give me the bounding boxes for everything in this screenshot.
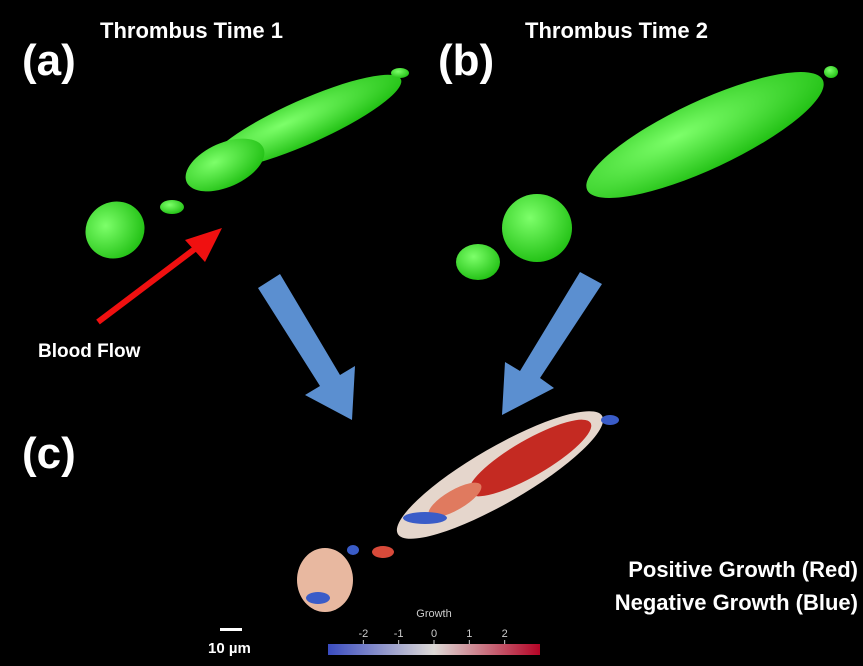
colorbar-title: Growth	[416, 608, 451, 620]
figure: (a) Thrombus Time 1 (b) Thrombus Time 2 …	[0, 0, 863, 666]
panel-title: Thrombus Time 2	[525, 18, 708, 43]
colorbar-tick-label: -2	[358, 628, 368, 640]
legend-text: Negative Growth (Blue)	[615, 590, 858, 615]
flow-label: Blood Flow	[38, 341, 141, 362]
panel-label: (a)	[22, 36, 76, 85]
scale-bar	[220, 628, 242, 631]
scale-label: 10 µm	[208, 640, 251, 657]
colorbar-tick-label: 2	[502, 628, 508, 640]
panel-label: (c)	[22, 429, 76, 478]
colorbar-tick-label: 0	[431, 628, 437, 640]
panel-label: (b)	[438, 36, 494, 85]
colorbar	[328, 644, 540, 655]
panel-title: Thrombus Time 1	[100, 18, 283, 43]
colorbar-tick-label: -1	[394, 628, 404, 640]
colorbar-tick-label: 1	[466, 628, 472, 640]
legend-text: Positive Growth (Red)	[628, 557, 858, 582]
